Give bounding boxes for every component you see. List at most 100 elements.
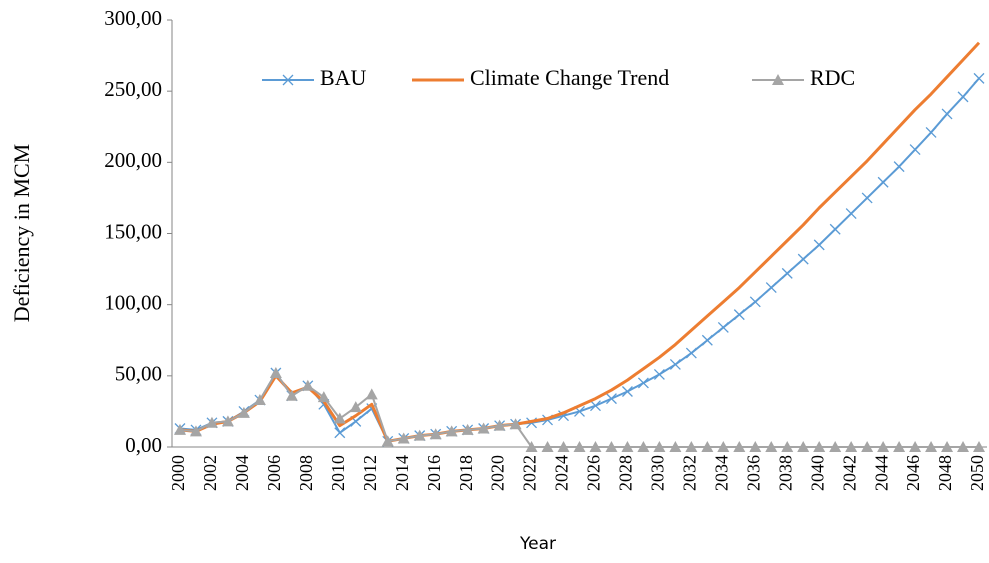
data-point (381, 435, 394, 447)
x-tick-label: 2028 (616, 455, 636, 491)
data-point (237, 406, 250, 418)
data-point (333, 412, 346, 424)
data-point (909, 144, 921, 155)
legend-marker (282, 74, 294, 86)
data-point (301, 379, 314, 391)
data-point (925, 126, 937, 138)
x-tick-label: 2050 (967, 455, 987, 491)
x-tick-label: 2022 (520, 455, 540, 491)
data-point (973, 441, 986, 452)
x-tick-label: 2002 (200, 455, 220, 491)
x-tick-label: 2020 (488, 455, 508, 491)
data-point (349, 401, 362, 413)
data-point (797, 441, 810, 452)
x-tick-label: 2036 (743, 455, 763, 491)
data-point (813, 239, 825, 251)
data-point (861, 441, 874, 452)
data-point (541, 441, 554, 452)
data-point (925, 441, 938, 452)
data-point (334, 427, 346, 439)
x-tick-label: 2012 (360, 455, 380, 491)
x-tick-label: 2018 (456, 455, 476, 491)
data-point (669, 441, 682, 452)
x-tick-label: 2016 (424, 455, 444, 491)
x-tick-label: 2046 (903, 455, 923, 491)
data-point (733, 309, 745, 321)
y-tick-label: 0,00 (125, 433, 162, 457)
data-point (829, 223, 841, 235)
x-tick-label: 2006 (264, 455, 284, 491)
data-point (557, 441, 570, 452)
data-point (317, 391, 330, 403)
data-point (590, 400, 601, 412)
data-point (525, 441, 538, 452)
x-axis-label: Year (519, 534, 556, 554)
data-point (589, 441, 602, 452)
data-point (749, 441, 762, 452)
data-point (653, 441, 666, 452)
data-point (653, 368, 665, 380)
data-point (685, 347, 697, 359)
x-tick-label: 2038 (775, 455, 795, 491)
data-point (733, 441, 746, 452)
x-tick-label: 2032 (679, 455, 699, 491)
data-point (749, 296, 761, 308)
x-tick-label: 2004 (232, 455, 252, 491)
data-point (941, 108, 953, 120)
data-point (877, 176, 889, 188)
x-tick-label: 2048 (935, 455, 955, 491)
data-point (621, 441, 634, 452)
x-tick-label: 2030 (648, 455, 668, 491)
data-point (461, 423, 474, 435)
legend-label: Climate Change Trend (470, 65, 669, 90)
y-tick-label: 200,00 (104, 148, 162, 172)
data-point (493, 419, 506, 431)
data-point (957, 441, 970, 452)
data-point (941, 441, 954, 452)
data-point (701, 334, 713, 346)
x-tick-label: 2044 (871, 455, 891, 491)
legend-label: RDC (810, 65, 855, 90)
data-point (637, 377, 649, 389)
data-point (845, 441, 858, 452)
x-tick-label: 2026 (584, 455, 604, 491)
data-point (621, 386, 633, 397)
data-point (765, 282, 777, 294)
data-point (173, 423, 186, 435)
x-tick-label: 2010 (328, 455, 348, 491)
data-point (429, 428, 442, 440)
x-tick-label: 2014 (392, 455, 412, 491)
data-point (509, 418, 522, 430)
data-point (606, 393, 617, 405)
data-point (781, 267, 793, 279)
y-tick-label: 150,00 (104, 219, 162, 243)
data-point (189, 425, 202, 437)
series-line (179, 77, 980, 443)
y-axis-label: Deficiency in MCM (9, 144, 34, 322)
data-point (829, 441, 842, 452)
y-tick-label: 250,00 (104, 77, 162, 101)
x-tick-label: 2042 (839, 455, 859, 491)
data-point (221, 415, 234, 427)
data-point (861, 192, 873, 204)
data-point (477, 422, 490, 434)
y-tick-label: 300,00 (104, 6, 162, 30)
series-line (179, 371, 980, 448)
y-tick-label: 100,00 (104, 290, 162, 314)
y-tick-label: 50,00 (115, 362, 162, 386)
data-point (365, 388, 378, 400)
data-point (717, 321, 729, 333)
data-point (781, 441, 794, 452)
data-point (269, 366, 282, 378)
data-point (797, 253, 809, 265)
data-point (765, 441, 778, 452)
data-point (877, 441, 890, 452)
x-tick-label: 2024 (552, 455, 572, 491)
series-line (179, 41, 981, 443)
x-tick-label: 2040 (807, 455, 827, 491)
x-tick-label: 2000 (168, 455, 188, 491)
data-point (845, 208, 857, 220)
data-point (445, 425, 458, 437)
